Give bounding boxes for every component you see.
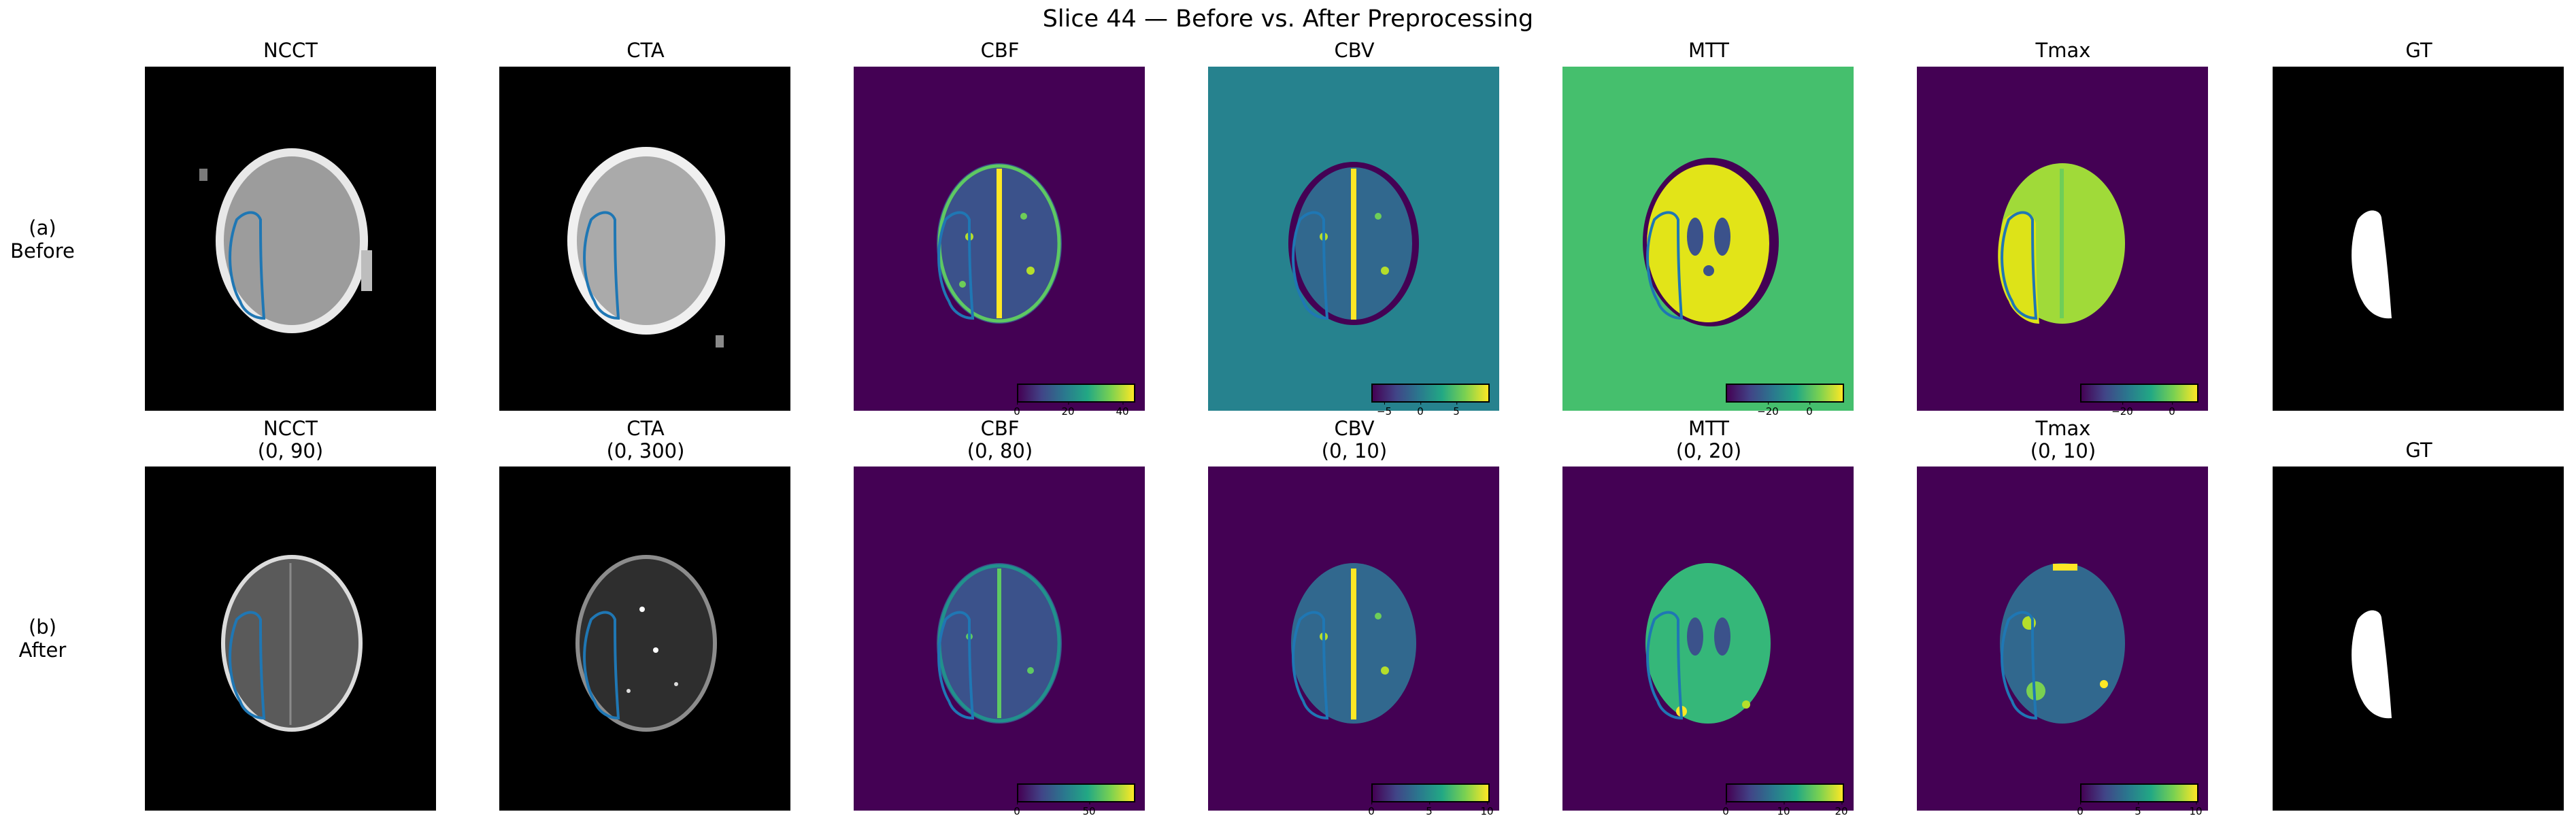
panel-after-tmax (1917, 467, 2208, 811)
title-after-cbv-name: CBV (1334, 417, 1375, 440)
cbtick-before-cbv-1: 0 (1417, 401, 1424, 418)
cbtick-after-mtt-2: 20 (1835, 801, 1848, 817)
panel-after-mtt (1562, 467, 1854, 811)
cbtick-after-mtt-0: 0 (1722, 801, 1729, 817)
title-after-cta: CTA (0, 300) (499, 418, 792, 462)
panel-after-cbf (854, 467, 1145, 811)
title-after-ncct-range: (0, 90) (257, 439, 324, 462)
panel-before-cbv (1208, 67, 1499, 411)
colorbar-before-cbv (1371, 384, 1490, 403)
title-after-tmax: Tmax (0, 10) (1917, 418, 2209, 462)
row-label-before-line2: Before (10, 239, 75, 262)
row-label-before: (a) Before (0, 216, 85, 262)
panel-after-cta (499, 467, 790, 811)
colorbar-after-tmax (2080, 783, 2198, 802)
title-after-gt: GT (2405, 439, 2432, 462)
title-after-mtt: MTT (0, 20) (1562, 418, 1855, 462)
cbtick-after-cbf-1: 50 (1082, 801, 1096, 817)
title-before-mtt: MTT (1688, 39, 1729, 62)
panel-before-mtt (1562, 67, 1854, 411)
figure-title: Slice 44 — Before vs. After Preprocessin… (1042, 5, 1534, 33)
cbtick-after-tmax-1: 5 (2135, 801, 2141, 817)
cbtick-before-mtt-1: 0 (1806, 401, 1813, 418)
panel-after-gt (2273, 467, 2564, 811)
colorbar-after-cbv (1371, 783, 1490, 802)
cbtick-after-cbf-0: 0 (1014, 801, 1020, 817)
title-before-cbf: CBF (980, 39, 1020, 62)
row-label-before-line1: (a) (29, 216, 56, 239)
title-after-cbv: CBV (0, 10) (1208, 418, 1501, 462)
cbtick-after-tmax-0: 0 (2077, 801, 2084, 817)
cbtick-before-cbf-2: 40 (1116, 401, 1129, 418)
title-after-tmax-range: (0, 10) (2030, 439, 2096, 462)
title-after-mtt-range: (0, 20) (1675, 439, 1742, 462)
colorbar-before-mtt (1726, 384, 1844, 403)
title-after-ncct-name: NCCT (263, 417, 318, 440)
cbtick-after-cbv-2: 10 (1480, 801, 1494, 817)
row-label-after-line1: (b) (28, 615, 57, 639)
title-after-cbf-range: (0, 80) (967, 439, 1033, 462)
cbtick-before-cbf-1: 20 (1061, 401, 1075, 418)
colorbar-before-tmax (2080, 384, 2198, 403)
panel-after-cbv (1208, 467, 1499, 811)
title-before-cta: CTA (626, 39, 665, 62)
panel-before-ncct (145, 67, 436, 411)
title-after-tmax-name: Tmax (2035, 417, 2091, 440)
cbtick-after-tmax-2: 10 (2189, 801, 2203, 817)
cbtick-before-tmax-0: −20 (2111, 401, 2133, 418)
panel-before-cbf (854, 67, 1145, 411)
cbtick-before-cbv-0: −5 (1376, 401, 1392, 418)
panel-before-gt (2273, 67, 2564, 411)
colorbar-before-cbf (1017, 384, 1135, 403)
panel-before-cta (499, 67, 790, 411)
title-after-mtt-name: MTT (1688, 417, 1729, 440)
panel-after-ncct (145, 467, 436, 811)
title-after-cbf: CBF (0, 80) (854, 418, 1146, 462)
title-before-ncct: NCCT (263, 39, 318, 62)
cbtick-before-mtt-0: −20 (1757, 401, 1779, 418)
row-label-after: (b) After (0, 615, 85, 662)
panel-before-tmax (1917, 67, 2208, 411)
cbtick-before-tmax-1: 0 (2169, 401, 2175, 418)
cbtick-after-cbv-0: 0 (1368, 801, 1375, 817)
title-before-gt: GT (2405, 39, 2432, 62)
title-before-tmax: Tmax (2035, 39, 2091, 62)
cbtick-before-cbf-0: 0 (1014, 401, 1020, 418)
cbtick-after-mtt-1: 10 (1777, 801, 1790, 817)
title-after-cbf-name: CBF (980, 417, 1020, 440)
title-after-cta-name: CTA (626, 417, 665, 440)
title-after-cta-range: (0, 300) (606, 439, 685, 462)
colorbar-after-mtt (1726, 783, 1844, 802)
row-label-after-line2: After (18, 639, 67, 662)
title-before-cbv: CBV (1334, 39, 1375, 62)
cbtick-after-cbv-1: 5 (1426, 801, 1433, 817)
title-after-ncct: NCCT (0, 90) (144, 418, 437, 462)
title-after-cbv-range: (0, 10) (1321, 439, 1388, 462)
colorbar-after-cbf (1017, 783, 1135, 802)
cbtick-before-cbv-2: 5 (1453, 401, 1460, 418)
